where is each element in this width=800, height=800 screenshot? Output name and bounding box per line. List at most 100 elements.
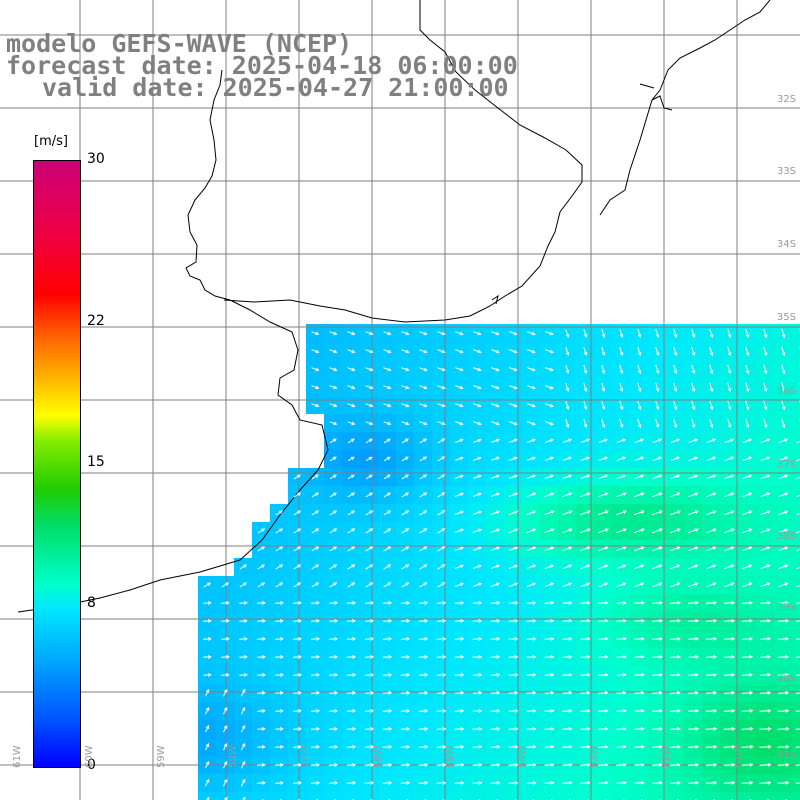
wind-arrow <box>240 688 246 697</box>
wind-arrow <box>383 403 392 408</box>
wind-arrow <box>634 456 645 461</box>
wind-arrow <box>400 673 411 677</box>
wind-arrow <box>652 673 663 677</box>
wind-cell <box>792 450 800 468</box>
wind-arrow <box>203 673 212 677</box>
wind-arrow <box>759 762 772 767</box>
wind-arrow <box>580 528 591 534</box>
wind-arrow <box>687 726 700 731</box>
wind-cell <box>432 792 450 800</box>
lon-label: 58W <box>228 745 239 768</box>
wind-arrow <box>419 492 428 498</box>
wind-arrow <box>472 691 483 695</box>
wind-arrow <box>419 385 428 390</box>
wind-arrow <box>598 727 609 731</box>
lat-label: 35S <box>776 312 796 323</box>
wind-cell <box>630 792 648 800</box>
wind-arrow <box>472 582 482 587</box>
wind-arrow <box>437 421 446 426</box>
wind-arrow <box>633 528 645 534</box>
wind-vectors <box>203 328 800 800</box>
wind-arrow <box>724 438 735 443</box>
wind-arrow <box>383 528 392 534</box>
wind-arrow <box>670 582 681 588</box>
wind-arrow <box>598 546 609 552</box>
wind-arrow <box>275 691 284 695</box>
wind-arrow <box>347 546 356 552</box>
wind-arrow <box>580 673 591 677</box>
wind-arrow <box>437 564 446 570</box>
wind-cell <box>792 540 800 558</box>
wind-arrow <box>293 763 302 767</box>
wind-arrow <box>759 780 772 785</box>
wind-arrow <box>401 546 410 552</box>
wind-arrow <box>293 492 302 498</box>
wind-arrow <box>221 673 230 677</box>
wind-arrow <box>455 456 464 461</box>
wind-arrow <box>562 763 573 767</box>
wind-arrow <box>239 673 248 677</box>
wind-arrow <box>688 528 699 534</box>
wind-arrow <box>364 619 375 623</box>
wind-arrow <box>383 546 392 552</box>
wind-arrow <box>491 367 500 372</box>
wind-arrow <box>526 781 537 785</box>
wind-cell <box>792 504 800 522</box>
wind-arrow <box>742 474 753 480</box>
wind-arrow <box>777 744 790 749</box>
wind-arrow <box>580 438 590 443</box>
wind-arrow <box>454 745 465 749</box>
wind-arrow <box>777 654 790 659</box>
wind-arrow <box>601 346 606 357</box>
wind-arrow <box>508 619 519 623</box>
wind-arrow <box>760 546 771 552</box>
wind-arrow <box>670 709 681 713</box>
wind-arrow <box>401 456 409 462</box>
wind-arrow <box>795 656 800 658</box>
wind-arrow <box>275 781 284 785</box>
wind-cell <box>666 792 684 800</box>
wind-arrow <box>727 400 732 411</box>
wind-arrow <box>473 421 482 426</box>
wind-arrow <box>490 691 501 695</box>
wind-arrow <box>239 582 248 588</box>
wind-cell <box>792 414 800 432</box>
lat-label: 36S <box>776 386 796 397</box>
wind-arrow <box>634 618 645 623</box>
wind-arrow <box>669 528 681 534</box>
wind-arrow <box>544 745 555 749</box>
wind-arrow <box>418 673 429 677</box>
wind-arrow <box>472 528 483 533</box>
wind-arrow <box>310 763 321 767</box>
legend-tick-label: 8 <box>87 595 96 612</box>
wind-arrow <box>490 655 501 659</box>
wind-arrow <box>526 510 537 516</box>
wind-arrow <box>544 528 555 534</box>
wind-arrow <box>760 528 771 534</box>
wind-arrow <box>491 438 500 443</box>
wind-arrow <box>655 400 660 411</box>
wind-arrow <box>526 546 537 552</box>
wind-arrow <box>311 546 320 552</box>
wind-arrow <box>508 673 519 677</box>
wind-arrow <box>472 601 483 605</box>
wind-arrow <box>778 528 789 534</box>
wind-arrow <box>311 564 320 570</box>
wind-arrow <box>347 582 356 588</box>
wind-arrow <box>777 780 790 785</box>
wind-arrow <box>673 400 678 411</box>
wind-arrow <box>705 636 718 641</box>
wind-arrow <box>472 727 483 731</box>
wind-arrow <box>436 709 447 713</box>
wind-arrow <box>240 760 246 769</box>
wind-arrow <box>634 492 645 498</box>
wind-arrow <box>205 725 210 733</box>
wind-cell <box>396 792 414 800</box>
wind-arrow <box>616 709 627 713</box>
wind-arrow <box>240 706 246 715</box>
wind-arrow <box>781 328 786 339</box>
wind-arrow <box>562 727 573 731</box>
wind-arrow <box>544 546 555 552</box>
wind-arrow <box>705 690 718 695</box>
wind-arrow <box>365 456 373 462</box>
